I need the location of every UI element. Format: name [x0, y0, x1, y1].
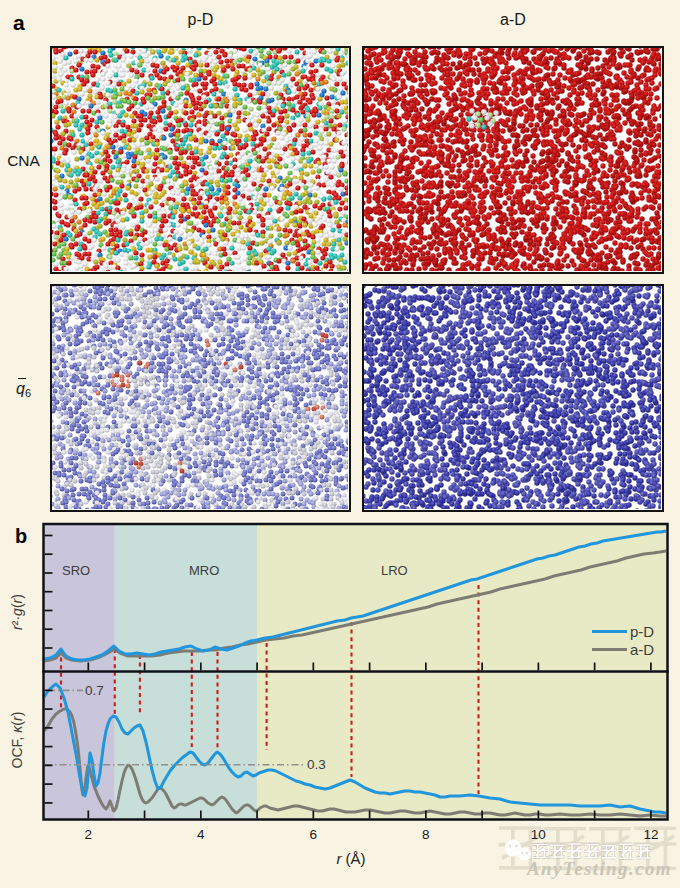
- svg-text:r²·g(r): r²·g(r): [9, 594, 25, 630]
- svg-text:OCF, κ(r): OCF, κ(r): [9, 712, 25, 769]
- svg-text:r (Å): r (Å): [336, 850, 365, 867]
- svg-text:8: 8: [422, 827, 430, 842]
- svg-text:a-D: a-D: [630, 641, 654, 658]
- svg-text:AnyTesting.com: AnyTesting.com: [526, 858, 672, 879]
- svg-text:10: 10: [531, 827, 546, 842]
- svg-text:LRO: LRO: [381, 563, 408, 578]
- svg-text:0.7: 0.7: [85, 683, 104, 698]
- svg-text:0.3: 0.3: [307, 757, 326, 772]
- svg-text:MRO: MRO: [189, 563, 219, 578]
- svg-text:6: 6: [310, 827, 318, 842]
- svg-text:12: 12: [643, 827, 658, 842]
- svg-text:b: b: [15, 525, 27, 547]
- svg-text:4: 4: [197, 827, 205, 842]
- svg-text:2: 2: [85, 827, 93, 842]
- svg-text:p-D: p-D: [630, 623, 654, 640]
- svg-text:SRO: SRO: [62, 563, 90, 578]
